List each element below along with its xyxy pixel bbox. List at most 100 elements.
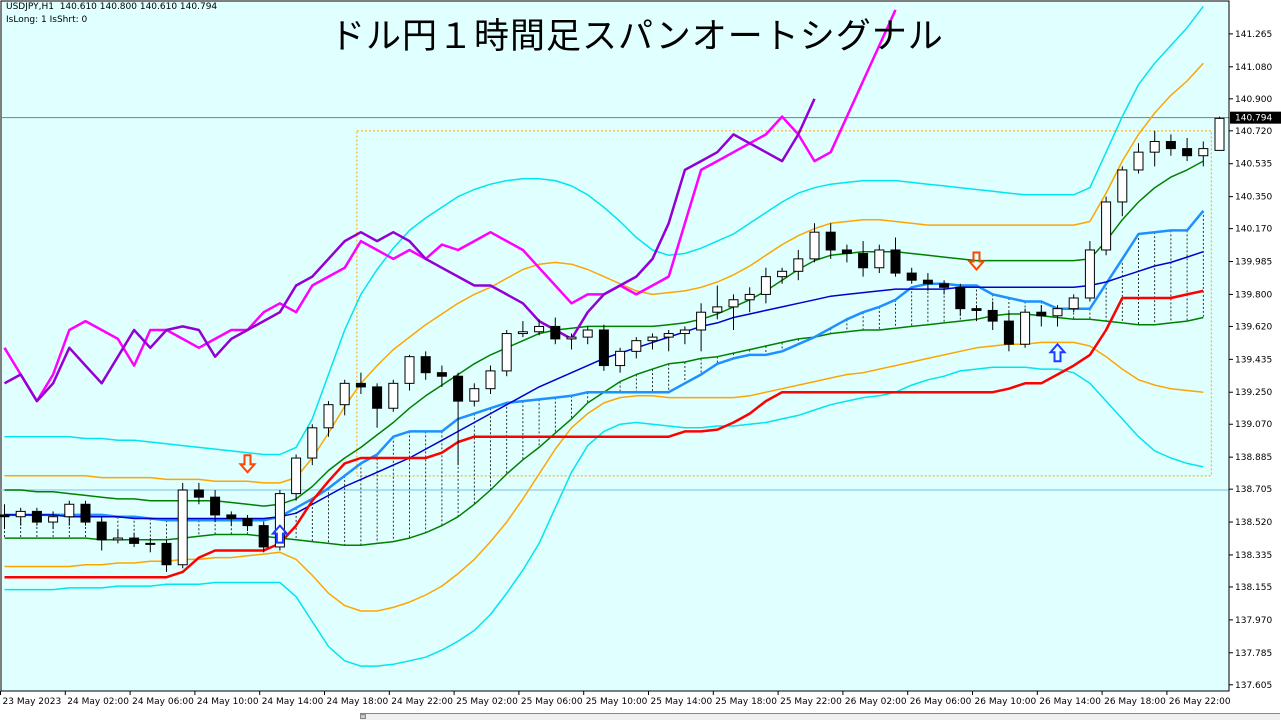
candle-body[interactable] bbox=[96, 521, 107, 541]
signal-status: IsLong: 1 IsShrt: 0 bbox=[6, 15, 88, 25]
candle-body[interactable] bbox=[404, 356, 415, 384]
candle-body[interactable] bbox=[566, 336, 577, 340]
candle-body[interactable] bbox=[1084, 249, 1095, 299]
candle-body[interactable] bbox=[534, 325, 545, 333]
candle-body[interactable] bbox=[760, 276, 771, 295]
candle-body[interactable] bbox=[517, 331, 528, 335]
candle-body[interactable] bbox=[258, 525, 269, 548]
x-axis-tick-label: 25 May 22:00 bbox=[780, 697, 842, 707]
chart-title: ドル円１時間足スパンオートシグナル bbox=[330, 17, 944, 57]
current-price-tag bbox=[1230, 111, 1281, 124]
candle-body[interactable] bbox=[858, 253, 869, 269]
candle-body[interactable] bbox=[582, 329, 593, 338]
candle-body[interactable] bbox=[80, 503, 91, 523]
candle-body[interactable] bbox=[696, 311, 707, 331]
candle-body[interactable] bbox=[355, 382, 366, 388]
symbol-info: USDJPY,H1 140.610 140.800 140.610 140.79… bbox=[6, 2, 218, 12]
candle-body[interactable] bbox=[777, 270, 788, 278]
candle-body[interactable] bbox=[679, 329, 690, 335]
y-axis-tick-label: 137.970 bbox=[1235, 616, 1272, 626]
candle-body[interactable] bbox=[1149, 140, 1160, 153]
candle-body[interactable] bbox=[129, 537, 140, 544]
candle-body[interactable] bbox=[1133, 151, 1144, 171]
candle-body[interactable] bbox=[453, 375, 464, 402]
candle-body[interactable] bbox=[939, 283, 950, 288]
candle-body[interactable] bbox=[1052, 308, 1063, 317]
candle-body[interactable] bbox=[1036, 311, 1047, 317]
candle-body[interactable] bbox=[728, 299, 739, 308]
candle-body[interactable] bbox=[1214, 117, 1225, 151]
candle-body[interactable] bbox=[1068, 297, 1079, 310]
candle-body[interactable] bbox=[841, 249, 852, 255]
candle-body[interactable] bbox=[647, 336, 658, 342]
candle-body[interactable] bbox=[372, 386, 383, 409]
candle-body[interactable] bbox=[890, 249, 901, 274]
candle-body[interactable] bbox=[323, 404, 334, 429]
scroll-thumb[interactable] bbox=[360, 714, 366, 719]
candle-body[interactable] bbox=[550, 325, 561, 340]
candle-body[interactable] bbox=[631, 340, 642, 352]
candle-body[interactable] bbox=[1003, 320, 1014, 345]
candle-body[interactable] bbox=[987, 309, 998, 322]
candle-body[interactable] bbox=[1020, 311, 1031, 345]
x-axis-tick-label: 24 May 14:00 bbox=[262, 697, 324, 707]
candle-body[interactable] bbox=[809, 231, 820, 260]
series-line-bb_lower bbox=[4, 366, 1204, 667]
candle-body[interactable] bbox=[145, 542, 156, 545]
candle-body[interactable] bbox=[274, 493, 285, 548]
candle-body[interactable] bbox=[226, 514, 237, 519]
y-axis-tick-label: 140.535 bbox=[1235, 160, 1272, 170]
plot-background bbox=[0, 0, 1230, 692]
candle-body[interactable] bbox=[1182, 148, 1193, 157]
candle-body[interactable] bbox=[15, 510, 26, 518]
y-axis-tick-label: 139.620 bbox=[1235, 322, 1272, 332]
candle-body[interactable] bbox=[1165, 140, 1176, 150]
y-axis-tick-label: 138.335 bbox=[1235, 551, 1272, 561]
series-line-bb_mid_upper bbox=[4, 62, 1204, 484]
candle-body[interactable] bbox=[874, 249, 885, 269]
candle-body[interactable] bbox=[420, 356, 431, 374]
candle-body[interactable] bbox=[825, 231, 836, 251]
candle-body[interactable] bbox=[1198, 148, 1209, 157]
candle-body[interactable] bbox=[1117, 169, 1128, 203]
candle-body[interactable] bbox=[112, 537, 123, 541]
candle-body[interactable] bbox=[955, 286, 966, 310]
candle-body[interactable] bbox=[210, 496, 221, 516]
candle-body[interactable] bbox=[793, 258, 804, 272]
x-axis-tick-label: 24 May 02:00 bbox=[67, 697, 129, 707]
candle-body[interactable] bbox=[0, 514, 10, 518]
candle-body[interactable] bbox=[242, 518, 253, 527]
candle-body[interactable] bbox=[48, 516, 59, 523]
y-axis-tick-label: 138.705 bbox=[1235, 485, 1272, 495]
buy-signal-arrow bbox=[1048, 342, 1067, 363]
y-axis-tick-label: 141.080 bbox=[1235, 63, 1272, 73]
x-axis-tick-label: 25 May 18:00 bbox=[715, 697, 777, 707]
buy-signal-arrow bbox=[270, 524, 290, 544]
candle-body[interactable] bbox=[307, 427, 318, 459]
candle-body[interactable] bbox=[388, 382, 399, 409]
candle-body[interactable] bbox=[339, 382, 350, 406]
candle-body[interactable] bbox=[436, 372, 447, 377]
candle-body[interactable] bbox=[161, 542, 172, 566]
candle-body[interactable] bbox=[1101, 201, 1112, 251]
candle-body[interactable] bbox=[31, 510, 42, 523]
y-axis-tick-label: 140.170 bbox=[1235, 225, 1272, 235]
candle-body[interactable] bbox=[501, 333, 512, 372]
candle-body[interactable] bbox=[291, 457, 302, 495]
candle-body[interactable] bbox=[469, 388, 480, 402]
candle-body[interactable] bbox=[906, 272, 917, 281]
candle-body[interactable] bbox=[485, 370, 496, 390]
candle-body[interactable] bbox=[744, 293, 755, 301]
candle-body[interactable] bbox=[712, 306, 723, 313]
candle-body[interactable] bbox=[922, 279, 933, 285]
candle-body[interactable] bbox=[663, 333, 674, 338]
candle-body[interactable] bbox=[971, 308, 982, 311]
candle-body[interactable] bbox=[193, 489, 204, 498]
candle-body[interactable] bbox=[615, 350, 626, 367]
candle-body[interactable] bbox=[64, 503, 75, 518]
candle-body[interactable] bbox=[177, 489, 188, 566]
y-axis-tick-label: 138.155 bbox=[1235, 583, 1272, 593]
candle-body[interactable] bbox=[598, 329, 609, 367]
